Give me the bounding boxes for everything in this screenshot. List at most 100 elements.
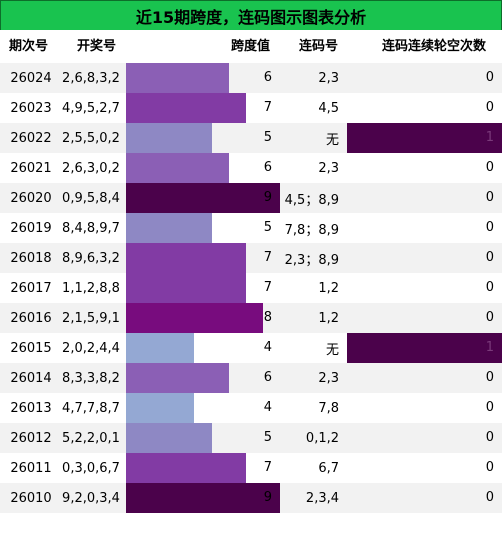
kuadu-bar [126,273,246,303]
cell-lianma: 2,3,4 [280,483,347,513]
table-row: 26013 4,7,7,8,7 4 7,8 0 [0,393,502,423]
cell-qi: 26015 [0,333,62,363]
kaijiang-value: 2,5,5,0,2 [62,130,120,146]
table-row: 26010 9,2,0,3,4 9 2,3,4 0 [0,483,502,513]
omission-bar [347,333,502,363]
header-omission: 连码连续轮空次数 [382,39,487,54]
cell-kuadu: 7 [126,453,280,483]
table-row: 26022 2,5,5,0,2 5 无 1 [0,123,502,153]
cell-kaijiang: 2,6,8,3,2 [62,63,126,93]
kuadu-bar [126,63,229,93]
kaijiang-value: 4,7,7,8,7 [62,400,120,416]
page-title: 近15期跨度，连码图示图表分析 [0,0,502,31]
omission-value: 0 [485,370,494,385]
table-header: 期次号 开奖号 跨度值 连码号 连码连续轮空次数 [0,30,502,63]
kuadu-value: 6 [263,70,272,85]
kuadu-value: 5 [263,220,272,235]
omission-value: 0 [485,280,494,295]
header-kuadu: 跨度值 [231,39,271,54]
table-row: 26014 8,3,3,8,2 6 2,3 0 [0,363,502,393]
kaijiang-value: 2,1,5,9,1 [62,310,120,326]
cell-lianma: 4,5 [280,93,347,123]
kuadu-value: 8 [263,310,272,325]
kuadu-value: 5 [263,430,272,445]
table-row: 26016 2,1,5,9,1 8 1,2 0 [0,303,502,333]
cell-kuadu: 5 [126,423,280,453]
cell-kaijiang: 2,0,2,4,4 [62,333,126,363]
cell-qi: 26011 [0,453,62,483]
cell-lianma: 1,2 [280,303,347,333]
cell-omission: 0 [347,153,502,183]
header-kaijiang: 开奖号 [77,39,117,54]
cell-qi: 26020 [0,183,62,213]
cell-kaijiang: 1,1,2,8,8 [62,273,126,303]
kuadu-bar [126,483,280,513]
omission-value: 0 [485,490,494,505]
cell-omission: 1 [347,123,502,153]
kuadu-value: 4 [263,400,272,415]
cell-qi: 26014 [0,363,62,393]
table-row: 26021 2,6,3,0,2 6 2,3 0 [0,153,502,183]
cell-omission: 1 [347,333,502,363]
table-row: 26012 5,2,2,0,1 5 0,1,2 0 [0,423,502,453]
cell-qi: 26017 [0,273,62,303]
kaijiang-value: 4,9,5,2,7 [62,100,120,116]
kuadu-bar [126,423,212,453]
kaijiang-value: 2,0,2,4,4 [62,340,120,356]
table-row: 26011 0,3,0,6,7 7 6,7 0 [0,453,502,483]
cell-kaijiang: 2,1,5,9,1 [62,303,126,333]
cell-kaijiang: 5,2,2,0,1 [62,423,126,453]
cell-lianma: 1,2 [280,273,347,303]
kaijiang-value: 5,2,2,0,1 [62,430,120,446]
omission-value: 0 [485,460,494,475]
cell-kaijiang: 0,3,0,6,7 [62,453,126,483]
cell-kuadu: 6 [126,63,280,93]
cell-lianma: 无 [280,123,347,153]
header-qi: 期次号 [9,39,49,54]
cell-qi: 26016 [0,303,62,333]
kuadu-value: 9 [263,490,272,505]
cell-lianma: 2,3 [280,363,347,393]
cell-omission: 0 [347,213,502,243]
omission-value: 0 [485,310,494,325]
cell-qi: 26022 [0,123,62,153]
cell-kuadu: 8 [126,303,280,333]
cell-kuadu: 7 [126,243,280,273]
kaijiang-value: 8,3,3,8,2 [62,370,120,386]
kaijiang-value: 9,2,0,3,4 [62,490,120,506]
data-table: 26024 2,6,8,3,2 6 2,3 0 26023 4,9,5,2,7 7 4,5 0 26… [0,63,502,513]
cell-qi: 26012 [0,423,62,453]
cell-omission: 0 [347,393,502,423]
cell-qi: 26024 [0,63,62,93]
kuadu-bar [126,123,212,153]
cell-kuadu: 7 [126,93,280,123]
cell-lianma: 0,1,2 [280,423,347,453]
cell-lianma: 6,7 [280,453,347,483]
kuadu-bar [126,93,246,123]
cell-lianma: 4,5；8,9 [280,183,347,213]
cell-kaijiang: 8,4,8,9,7 [62,213,126,243]
omission-value: 0 [485,400,494,415]
cell-kuadu: 9 [126,483,280,513]
kaijiang-value: 2,6,8,3,2 [62,70,120,86]
cell-qi: 26010 [0,483,62,513]
kaijiang-value: 2,6,3,0,2 [62,160,120,176]
cell-kaijiang: 8,9,6,3,2 [62,243,126,273]
kuadu-bar [126,333,194,363]
table-row: 26023 4,9,5,2,7 7 4,5 0 [0,93,502,123]
cell-lianma: 2,3；8,9 [280,243,347,273]
cell-kuadu: 6 [126,363,280,393]
kuadu-value: 7 [263,100,272,115]
cell-qi: 26021 [0,153,62,183]
cell-omission: 0 [347,483,502,513]
cell-omission: 0 [347,273,502,303]
cell-kaijiang: 0,9,5,8,4 [62,183,126,213]
kuadu-value: 6 [263,370,272,385]
cell-kaijiang: 4,7,7,8,7 [62,393,126,423]
cell-omission: 0 [347,423,502,453]
kuadu-bar [126,363,229,393]
omission-value: 0 [485,430,494,445]
cell-kuadu: 9 [126,183,280,213]
omission-value: 0 [485,70,494,85]
cell-omission: 0 [347,303,502,333]
